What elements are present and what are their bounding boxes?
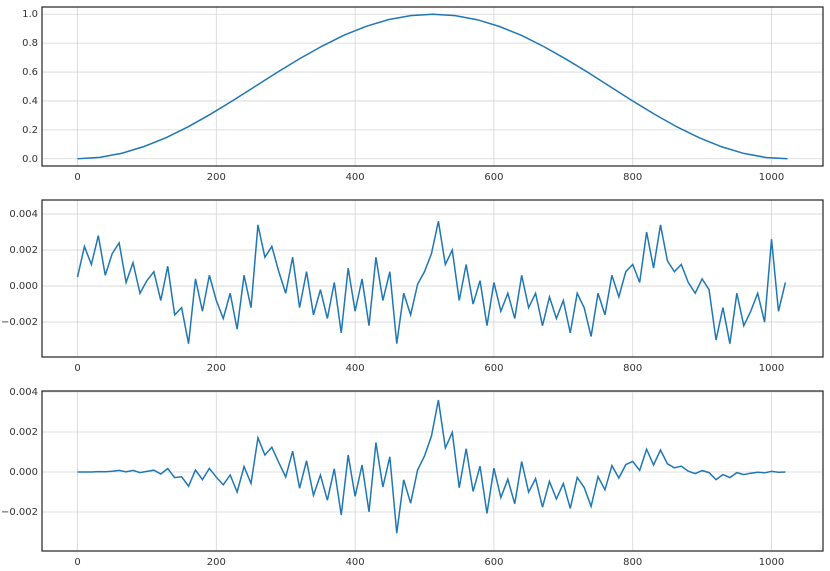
x-tick-label: 800 — [623, 557, 642, 568]
x-tick-label: 400 — [346, 172, 365, 183]
x-tick-label: 800 — [623, 172, 642, 183]
y-tick-label: 0.000 — [9, 467, 38, 478]
y-tick-label: 0.6 — [22, 67, 38, 78]
y-tick-label: 0.8 — [22, 38, 38, 49]
data-line — [76, 221, 787, 344]
x-tick-label: 0 — [74, 557, 80, 568]
y-tick-label: 0.002 — [9, 245, 38, 256]
y-tick-label: 0.2 — [22, 125, 38, 136]
x-tick-label: 600 — [484, 172, 503, 183]
x-tick-label: 800 — [623, 363, 642, 374]
x-tick-label: 400 — [346, 557, 365, 568]
axes-frame — [41, 390, 824, 552]
x-tick-label: 200 — [207, 557, 226, 568]
y-tick-label: 0.000 — [9, 281, 38, 292]
y-tick-label: 0.4 — [22, 96, 38, 107]
x-tick-label: 400 — [346, 363, 365, 374]
x-tick-label: 600 — [484, 557, 503, 568]
x-tick-label: 1000 — [759, 363, 784, 374]
y-tick-label: −0.002 — [1, 507, 38, 518]
y-tick-label: 1.0 — [22, 9, 38, 20]
y-tick-label: 0.004 — [9, 209, 38, 220]
data-line — [77, 399, 786, 534]
x-tick-label: 200 — [207, 172, 226, 183]
x-tick-label: 1000 — [759, 557, 784, 568]
y-tick-label: −0.002 — [1, 317, 38, 328]
y-tick-label: 0.004 — [9, 387, 38, 398]
axes-frame — [41, 6, 824, 167]
y-tick-label: 0.0 — [22, 154, 38, 165]
y-tick-label: 0.002 — [9, 427, 38, 438]
x-tick-label: 200 — [207, 363, 226, 374]
axes-frame — [41, 199, 824, 358]
data-line — [77, 13, 788, 160]
x-tick-label: 1000 — [759, 172, 784, 183]
x-tick-label: 0 — [74, 172, 80, 183]
x-tick-label: 600 — [484, 363, 503, 374]
x-tick-label: 0 — [74, 363, 80, 374]
